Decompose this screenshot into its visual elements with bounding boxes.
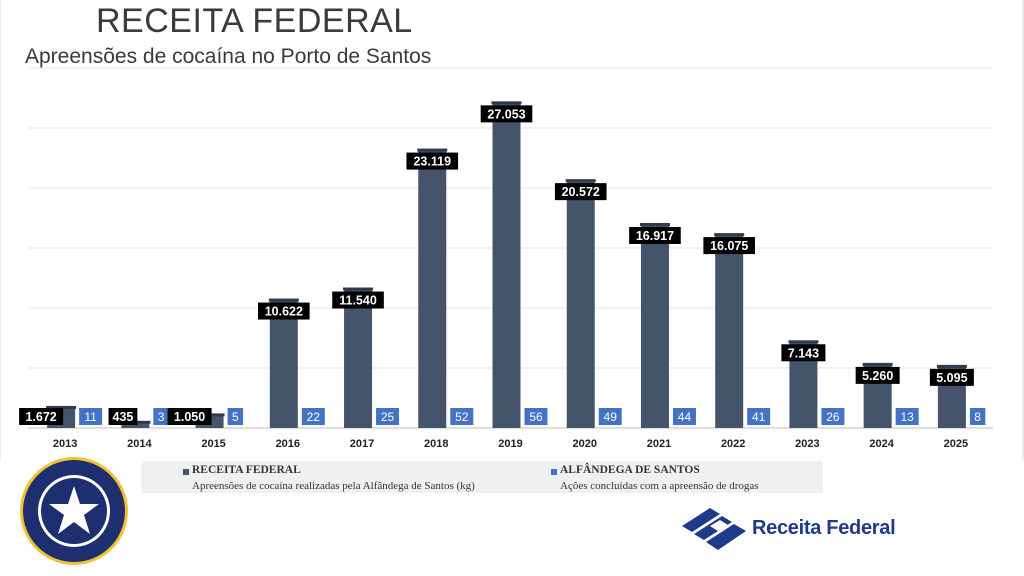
value-label-box <box>554 183 607 201</box>
count-label: 3 <box>158 410 165 424</box>
value-label-box <box>703 237 755 255</box>
value-label: 435 <box>113 410 134 424</box>
value-label-box <box>629 226 681 244</box>
count-label: 5 <box>232 410 239 424</box>
receita-federal-mark-icon <box>682 508 746 550</box>
bar-receita-federal <box>418 150 447 428</box>
page-subtitle: Apreensões de cocaína no Porto de Santos <box>25 45 432 68</box>
bar-receita-federal <box>269 300 298 428</box>
receita-federal-seal-logo <box>20 457 128 565</box>
value-label-box <box>167 408 212 425</box>
bar-receita-federal <box>121 422 150 428</box>
value-label: 23.119 <box>413 155 451 169</box>
legend-name: RECEITA FEDERAL <box>192 464 301 476</box>
bar-receita-federal <box>492 103 521 428</box>
count-label: 44 <box>678 410 692 424</box>
value-label: 11.540 <box>339 294 377 308</box>
value-label-box <box>108 408 138 425</box>
value-label-box <box>258 302 310 320</box>
count-label-box <box>376 408 400 425</box>
bar-receita-federal <box>640 224 669 428</box>
count-label: 25 <box>381 410 395 424</box>
value-label: 16.075 <box>710 239 748 253</box>
bar-top-cap <box>268 298 299 302</box>
value-label: 27.053 <box>487 107 525 121</box>
bar-top-cap <box>714 233 745 237</box>
value-label-box <box>855 366 900 384</box>
x-tick-label: 2017 <box>350 438 374 450</box>
value-label: 20.572 <box>562 185 600 199</box>
legend: RECEITA FEDERAL Apreensões de cocaína re… <box>141 461 823 493</box>
count-label: 49 <box>604 410 618 424</box>
x-tick-label: 2013 <box>53 438 77 450</box>
count-label: 11 <box>84 410 97 424</box>
x-tick-label: 2018 <box>424 438 448 450</box>
x-tick-label: 2025 <box>944 438 968 450</box>
bar-top-cap <box>862 362 893 366</box>
count-label-box <box>747 408 771 425</box>
value-label: 10.622 <box>265 305 303 319</box>
legend-description: Ações concluídas com a apreensão de drog… <box>560 480 759 492</box>
x-tick-label: 2024 <box>869 438 894 450</box>
count-label-box <box>79 408 103 425</box>
x-tick-label: 2020 <box>572 438 596 450</box>
logo-text: Receita Federal <box>752 517 896 539</box>
value-label: 5.095 <box>936 371 967 385</box>
value-label-box <box>480 105 533 123</box>
count-label-box <box>450 408 474 425</box>
value-label-box <box>332 291 384 309</box>
x-tick-label: 2022 <box>721 438 745 450</box>
bar-top-cap <box>343 287 374 291</box>
value-label: 1.050 <box>174 410 205 424</box>
count-label-box <box>301 408 325 425</box>
count-label: 8 <box>974 410 981 424</box>
bar-top-cap <box>788 340 819 344</box>
bar-top-cap <box>417 148 448 152</box>
x-tick-label: 2015 <box>201 438 225 450</box>
count-label-box <box>524 408 548 425</box>
bar-top-cap <box>639 222 670 226</box>
count-label-box <box>821 408 845 425</box>
legend-description: Apreensões de cocaína realizadas pela Al… <box>192 480 475 492</box>
count-label-box <box>153 408 169 425</box>
x-tick-label: 2016 <box>276 438 300 450</box>
count-label-box <box>227 408 244 425</box>
value-label: 7.143 <box>788 346 819 360</box>
legend-name: ALFÂNDEGA DE SANTOS <box>560 464 700 476</box>
count-label-box <box>895 408 919 425</box>
count-label: 13 <box>900 410 914 424</box>
x-tick-label: 2021 <box>647 438 671 450</box>
x-tick-label: 2019 <box>498 438 522 450</box>
legend-swatch-receita <box>183 469 189 475</box>
bar-top-cap <box>46 405 77 409</box>
x-tick-label: 2023 <box>795 438 819 450</box>
count-label-box <box>598 408 622 425</box>
count-label: 41 <box>752 410 766 424</box>
value-label: 5.260 <box>862 369 893 383</box>
count-label-box <box>969 408 986 425</box>
bar-receita-federal <box>344 289 373 428</box>
value-label-box <box>406 152 459 170</box>
count-label: 22 <box>307 410 321 424</box>
receita-federal-logo: Receita Federal <box>680 504 896 554</box>
count-label: 52 <box>455 410 469 424</box>
value-label-box <box>19 408 64 425</box>
value-label-box <box>781 344 826 362</box>
bar-chart: 1.672 11 2013 435 3 2014 1.050 5 2015 10.622 22 201… <box>0 0 1024 460</box>
legend-swatch-alfandega <box>551 469 557 475</box>
bar-top-cap <box>565 179 596 183</box>
value-label: 16.917 <box>636 229 674 243</box>
bar-top-cap <box>491 101 522 105</box>
count-label: 26 <box>826 410 840 424</box>
bar-top-cap <box>936 364 967 368</box>
page-title: RECEITA FEDERAL <box>96 2 413 40</box>
count-label-box <box>672 408 696 425</box>
bar-receita-federal <box>566 181 595 428</box>
count-label: 56 <box>529 410 543 424</box>
x-tick-label: 2014 <box>127 438 152 450</box>
bar-receita-federal <box>715 235 744 428</box>
value-label-box <box>929 368 974 386</box>
value-label: 1.672 <box>25 410 56 424</box>
